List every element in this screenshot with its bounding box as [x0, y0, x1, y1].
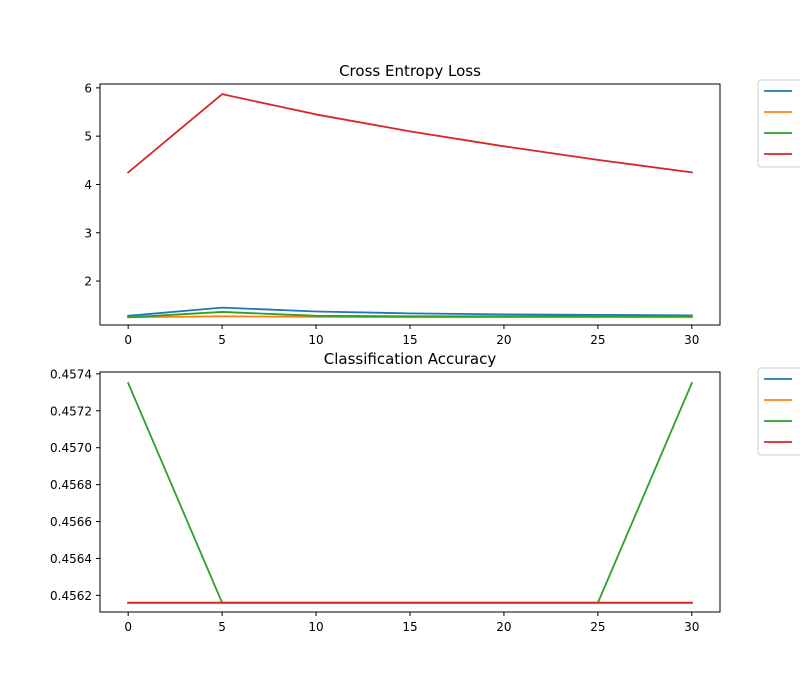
- chart-title: Cross Entropy Loss: [339, 62, 481, 80]
- y-tick-label: 0.4572: [50, 404, 92, 418]
- x-tick-label: 25: [590, 620, 605, 634]
- y-tick-label: 4: [84, 178, 92, 192]
- chart-title: Classification Accuracy: [324, 350, 497, 368]
- y-tick-label: 0.4566: [50, 515, 92, 529]
- plot-frame: [99, 83, 721, 326]
- legend: [757, 367, 800, 456]
- x-tick-label: 10: [308, 333, 323, 347]
- x-tick-label: 25: [590, 333, 605, 347]
- x-tick-label: 5: [218, 333, 226, 347]
- series-line-3: [127, 311, 693, 319]
- x-tick-label: 15: [402, 620, 417, 634]
- x-tick-label: 10: [308, 620, 323, 634]
- x-tick-label: 0: [124, 620, 132, 634]
- y-tick-label: 0.4568: [50, 478, 92, 492]
- y-tick-label: 3: [84, 226, 92, 240]
- x-tick-label: 20: [496, 333, 511, 347]
- series-line-3: [126, 381, 694, 604]
- y-tick-label: 0.4574: [50, 367, 92, 381]
- x-tick-label: 5: [218, 620, 226, 634]
- y-tick-label: 0.4570: [50, 441, 92, 455]
- series-line-4: [126, 93, 693, 174]
- x-tick-label: 0: [124, 333, 132, 347]
- y-tick-label: 5: [84, 130, 92, 144]
- x-tick-label: 20: [496, 620, 511, 634]
- legend: [757, 79, 800, 168]
- plot-frame: [99, 371, 721, 613]
- legend-box: [757, 367, 800, 456]
- legend-box: [757, 79, 800, 168]
- x-tick-label: 30: [684, 333, 699, 347]
- x-tick-label: 15: [402, 333, 417, 347]
- accuracy-chart: Classification Accuracy 0 5 10 15 20 25 30 0.456…: [50, 350, 800, 634]
- loss-chart: Cross Entropy Loss 0 5 10 15 20 25 30 2 3 4 5 6: [84, 62, 800, 347]
- y-tick-label: 0.4564: [50, 552, 92, 566]
- x-tick-label: 30: [684, 620, 699, 634]
- y-tick-label: 2: [84, 275, 92, 289]
- y-tick-label: 0.4562: [50, 589, 92, 603]
- series-line-2: [127, 315, 693, 319]
- y-tick-label: 6: [84, 81, 92, 95]
- series-line-1: [127, 306, 693, 317]
